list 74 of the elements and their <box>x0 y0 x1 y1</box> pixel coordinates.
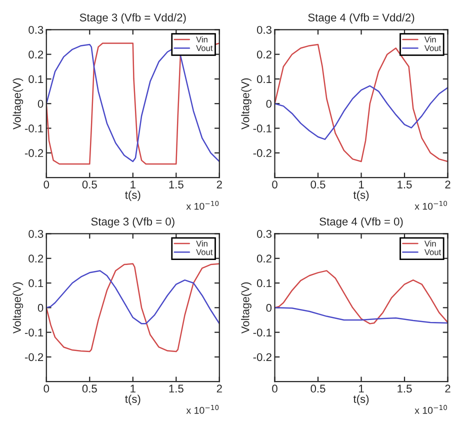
x-tick-label: 1 <box>130 180 136 188</box>
line-series <box>274 270 448 324</box>
x-tick-label: 1 <box>130 384 136 392</box>
x-tick-label: 2 <box>445 180 450 188</box>
y-tick-label: 0.3 <box>28 230 44 238</box>
x-tick-label: 0.5 <box>82 384 97 393</box>
x-tick-label: 2 <box>216 180 222 188</box>
y-tick-label: 0.2 <box>28 50 44 58</box>
y-tick-label: -0.2 <box>253 149 272 158</box>
y-axis-title: Voltage(V) <box>12 282 24 334</box>
x-axis-title: t(s) <box>353 394 369 406</box>
y-tick-label: 0.2 <box>28 254 44 263</box>
y-tick-label: 0.3 <box>256 230 272 238</box>
x-tick-label: 0 <box>272 384 278 393</box>
x-tick-label: 1 <box>359 180 364 188</box>
x-axis-title: t(s) <box>125 190 140 202</box>
legend-label: Vin <box>196 36 208 42</box>
chart-title: Stage 4 (Vfb = Vdd/2) <box>308 13 414 24</box>
x-axis-title: t(s) <box>125 394 140 406</box>
y-axis-title: Voltage(V) <box>12 78 24 130</box>
legend-label: Vout <box>196 45 213 52</box>
chart-title: Stage 3 (Vfb = Vdd/2) <box>80 13 186 24</box>
legend-label: Vout <box>196 249 213 256</box>
line-series <box>274 85 448 140</box>
line-series <box>46 263 220 352</box>
text: x 10$^{−10}$ <box>186 404 219 414</box>
x-tick-label: 1.5 <box>169 180 184 188</box>
y-tick-label: -0.2 <box>24 149 44 158</box>
legend-label: Vout <box>424 249 442 256</box>
y-axis-title: Voltage(V) <box>241 78 252 130</box>
text: x 10$^{−10}$ <box>186 200 219 210</box>
x-tick-label: 2 <box>445 384 450 392</box>
y-tick-label: 0.2 <box>256 50 272 58</box>
y-tick-label: -0.2 <box>24 353 44 362</box>
legend-label: Vin <box>424 240 436 246</box>
y-tick-label: 0.1 <box>256 279 272 288</box>
x-tick-label: 1.5 <box>398 180 412 188</box>
x-axis-title: t(s) <box>353 190 369 202</box>
y-tick-label: 0.3 <box>28 26 44 34</box>
y-tick-label: -0.1 <box>253 328 272 336</box>
y-axis-title: Voltage(V) <box>241 282 252 334</box>
y-tick-label: 0 <box>38 304 44 312</box>
y-tick-label: -0.1 <box>253 124 272 132</box>
x-tick-label: 0 <box>44 180 50 188</box>
line-series <box>274 44 448 162</box>
legend-label: Vout <box>424 45 442 52</box>
x-tick-label: 0.5 <box>310 180 326 188</box>
chart-title: Stage 4 (Vfb = 0) <box>320 217 403 228</box>
text: x 10$^{−10}$ <box>414 404 447 414</box>
x-tick-label: 1.5 <box>169 384 184 393</box>
y-tick-label: -0.1 <box>24 328 44 336</box>
x-tick-label: 0.5 <box>310 384 326 393</box>
x-tick-label: 0.5 <box>82 180 97 188</box>
y-tick-label: 0 <box>38 100 44 108</box>
x-tick-label: 1.5 <box>398 384 412 393</box>
line-series <box>274 307 448 324</box>
y-tick-label: 0 <box>266 100 272 108</box>
y-tick-label: 0.1 <box>28 75 44 84</box>
text: x 10$^{−10}$ <box>414 200 447 210</box>
legend-label: Vin <box>424 36 436 42</box>
x-tick-label: 1 <box>359 384 364 392</box>
y-tick-label: -0.2 <box>253 353 272 362</box>
x-tick-label: 0 <box>272 180 278 188</box>
y-tick-label: 0.3 <box>256 26 272 34</box>
y-tick-label: 0.1 <box>256 75 272 84</box>
legend-label: Vin <box>196 240 208 246</box>
x-tick-label: 0 <box>44 384 50 393</box>
y-tick-label: 0 <box>266 304 272 312</box>
line-series <box>46 270 220 324</box>
y-tick-label: -0.1 <box>24 124 44 132</box>
y-tick-label: 0.1 <box>28 279 44 288</box>
y-tick-label: 0.2 <box>256 254 272 263</box>
x-tick-label: 2 <box>216 384 222 392</box>
chart-title: Stage 3 (Vfb = 0) <box>91 217 174 228</box>
